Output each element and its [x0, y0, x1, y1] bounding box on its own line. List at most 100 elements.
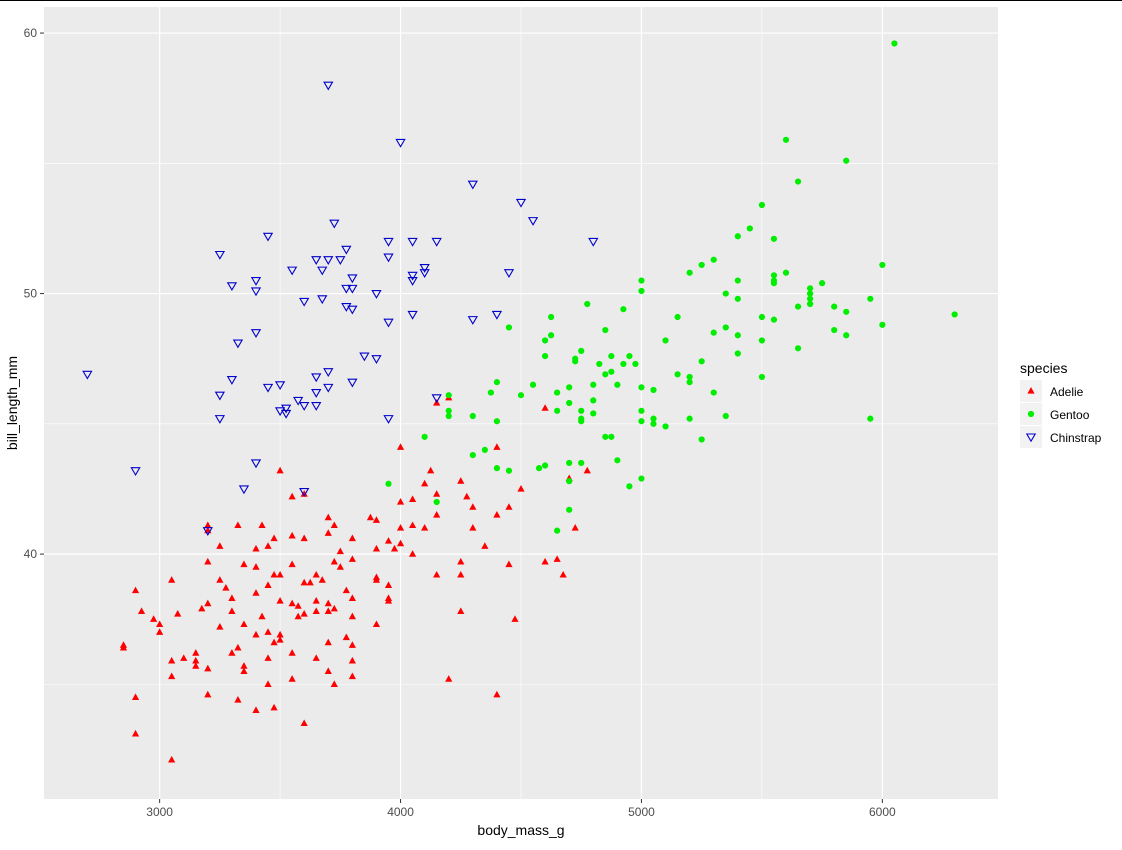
point-chinstrap [395, 138, 406, 148]
point-gentoo [578, 407, 585, 414]
y-tick-label: 60 [24, 26, 38, 40]
point-adelie [445, 675, 453, 682]
point-adelie [384, 581, 393, 588]
point-adelie [390, 544, 399, 552]
point-adelie [288, 560, 296, 568]
point-adelie [252, 706, 260, 714]
point-gentoo [758, 337, 766, 344]
x-tick-label: 3000 [146, 805, 173, 819]
point-chinstrap [431, 394, 442, 404]
point-gentoo [734, 332, 741, 339]
point-gentoo [578, 347, 585, 354]
point-adelie [216, 542, 224, 549]
point-gentoo [493, 418, 501, 425]
point-gentoo [554, 407, 561, 414]
point-gentoo [734, 295, 741, 302]
point-adelie [384, 537, 393, 544]
point-chinstrap [383, 237, 394, 247]
point-adelie [511, 615, 519, 622]
point-gentoo [951, 311, 958, 318]
point-adelie [457, 557, 465, 565]
point-chinstrap [467, 316, 478, 325]
point-adelie [348, 612, 356, 620]
point-chinstrap [238, 485, 250, 495]
legend-label-gentoo: Gentoo [1050, 408, 1090, 422]
point-gentoo [734, 233, 741, 240]
point-chinstrap [280, 404, 292, 414]
point-adelie [270, 534, 278, 542]
point-adelie [222, 583, 230, 591]
point-chinstrap [347, 274, 358, 284]
point-adelie [342, 633, 350, 641]
point-adelie [300, 610, 308, 617]
point-gentoo [710, 329, 717, 336]
point-adelie [505, 503, 513, 510]
point-adelie [583, 466, 591, 474]
point-gentoo [879, 261, 886, 269]
point-gentoo [566, 384, 573, 391]
point-chinstrap [286, 266, 298, 276]
point-chinstrap [250, 329, 262, 338]
point-adelie [421, 524, 429, 531]
point-chinstrap [317, 295, 328, 305]
point-adelie [559, 570, 567, 578]
point-adelie [300, 578, 308, 586]
y-axis: 40 50 60 [24, 26, 44, 561]
point-adelie [324, 638, 332, 646]
point-adelie [192, 656, 200, 664]
point-gentoo [710, 256, 717, 263]
point-adelie [541, 557, 549, 565]
point-chinstrap [491, 310, 503, 320]
point-gentoo [794, 303, 802, 310]
point-gentoo [602, 433, 609, 440]
point-chinstrap [311, 373, 322, 383]
point-gentoo [843, 332, 850, 339]
point-gentoo [650, 386, 657, 394]
point-adelie [131, 729, 140, 737]
point-adelie [288, 492, 296, 500]
point-gentoo [686, 269, 693, 276]
point-adelie [264, 680, 272, 687]
point-gentoo [572, 355, 579, 362]
point-gentoo [596, 360, 603, 368]
point-gentoo [674, 313, 681, 321]
x-tick-label: 6000 [869, 805, 896, 819]
point-gentoo [879, 321, 886, 328]
point-gentoo [686, 415, 693, 422]
point-gentoo [554, 527, 561, 534]
point-adelie [324, 529, 332, 536]
point-adelie [228, 594, 236, 601]
x-axis: 3000 4000 5000 6000 [146, 799, 896, 819]
point-chinstrap [280, 409, 292, 419]
data-points [82, 40, 958, 763]
legend-marker-chinstrap [1025, 433, 1037, 443]
point-gentoo [433, 498, 440, 506]
point-gentoo [602, 371, 609, 378]
point-adelie [421, 479, 429, 487]
point-gentoo [541, 462, 549, 469]
point-gentoo [529, 381, 537, 388]
point-adelie [168, 672, 176, 680]
point-gentoo [632, 360, 639, 368]
point-adelie [270, 703, 278, 711]
point-gentoo [620, 360, 627, 368]
point-adelie [366, 513, 375, 521]
point-gentoo [638, 287, 645, 295]
point-gentoo [638, 418, 645, 425]
point-adelie [469, 524, 477, 531]
point-gentoo [782, 269, 790, 276]
point-gentoo [469, 412, 476, 420]
point-adelie [119, 643, 128, 651]
point-adelie [396, 539, 405, 547]
point-chinstrap [323, 81, 334, 91]
point-gentoo [794, 345, 802, 352]
point-adelie [288, 675, 296, 682]
point-adelie [228, 649, 236, 656]
point-adelie [234, 696, 242, 703]
point-gentoo [602, 326, 609, 334]
point-chinstrap [82, 370, 93, 380]
point-adelie [318, 576, 326, 583]
point-adelie [204, 690, 212, 698]
point-gentoo [548, 313, 555, 321]
point-adelie [336, 547, 344, 555]
